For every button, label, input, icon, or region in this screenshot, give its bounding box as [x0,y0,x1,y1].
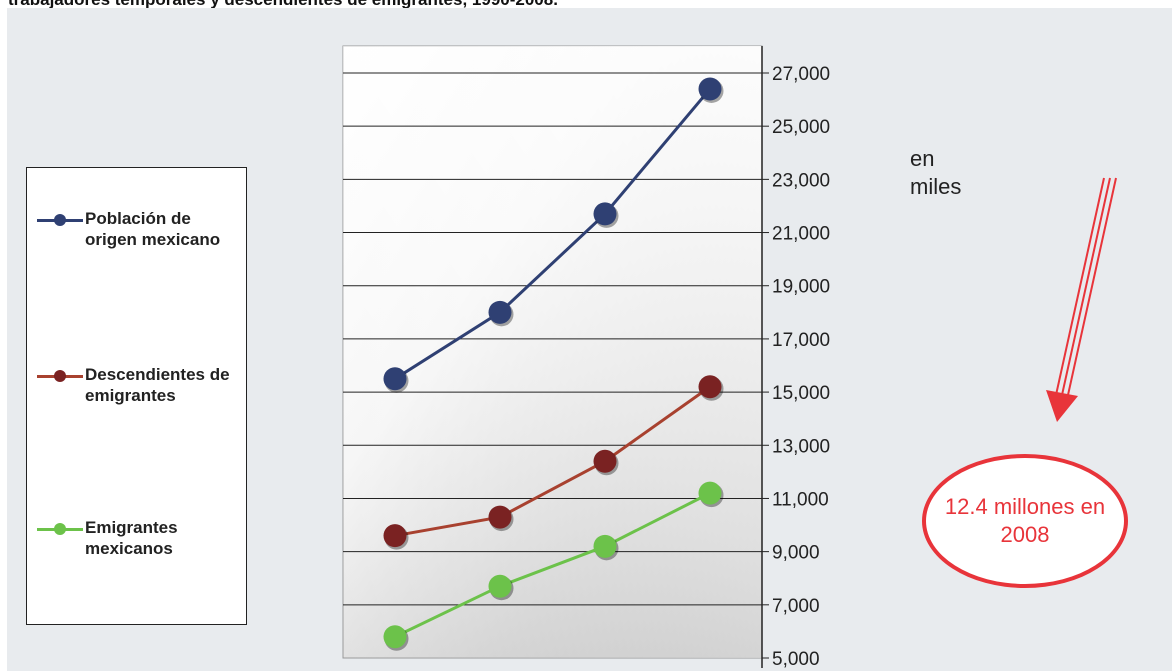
data-point [383,625,407,649]
series-2 [383,481,724,651]
series-line [394,491,711,639]
y-axis: 5,000 7,000 9,000 11,000 13,000 15,000 17,000 1… [761,46,830,670]
units-label: en miles [910,146,962,199]
chart-title: trabajadores temporales y descendientes … [8,0,558,8]
arrow-head-icon [1046,390,1078,422]
series-1 [383,375,724,550]
data-point [488,574,512,598]
data-point [593,202,617,226]
annotation-arrow [1046,177,1117,422]
y-tick-label: 21,000 [772,224,830,245]
y-tick-label: 25,000 [772,117,830,138]
annotation-badge: 12.4 millones en 2008 [922,454,1128,588]
data-point [593,449,617,473]
legend-label: Emigrantes mexicanos [85,518,178,558]
y-tick-label: 23,000 [772,170,830,191]
y-tick-label: 17,000 [772,330,830,351]
y-tick-label: 19,000 [772,277,830,298]
series-line [394,385,711,538]
legend-marker-icon [37,523,83,535]
y-tick-label: 7,000 [772,596,820,617]
data-point [488,300,512,324]
legend-marker-icon [37,370,83,382]
y-tick-label: 13,000 [772,436,830,457]
annotation-text: 12.4 millones en 2008 [944,494,1106,547]
y-tick-label: 5,000 [772,649,820,670]
series-layer [383,77,724,651]
plot-area-highlight [343,46,762,658]
data-point [698,481,722,505]
legend-marker-icon [37,214,83,226]
y-tick-label: 27,000 [772,64,830,85]
series-line [394,87,712,381]
data-point [593,534,617,558]
data-point [698,77,722,101]
legend: Población de origen mexicano Descendient… [26,167,247,625]
data-point [488,505,512,529]
data-point [383,524,407,548]
legend-label: Población de origen mexicano [85,209,221,249]
series-0 [383,77,724,393]
data-point [698,375,722,399]
title-strip: trabajadores temporales y descendientes … [0,0,1172,8]
y-tick-label: 9,000 [772,543,820,564]
y-tick-label: 11,000 [772,489,829,510]
grid-lines [343,72,762,606]
y-tick-label: 15,000 [772,383,830,404]
legend-label: Descendientes de emigrantes [85,365,230,405]
data-point [383,367,407,391]
